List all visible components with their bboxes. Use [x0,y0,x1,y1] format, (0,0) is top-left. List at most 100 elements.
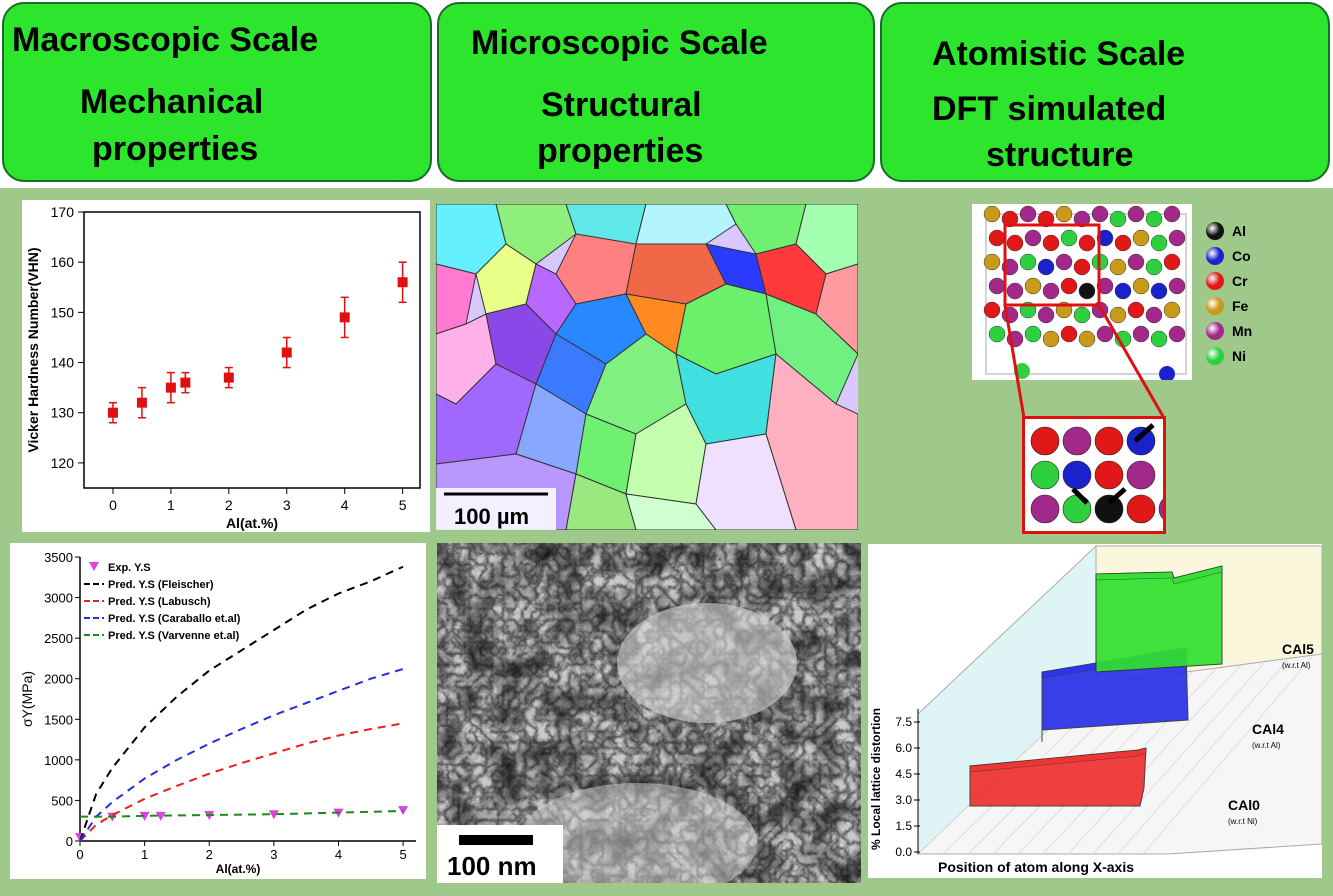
data-point [281,347,292,358]
zoomed-structure [1030,423,1188,524]
header-subtitle-line2: properties [92,130,259,168]
hardness-chart-panel: 120 130 140 150 160 170 0 1 2 3 4 5 Al(at.%) Vicker H… [22,200,430,532]
atom [1078,282,1096,300]
legend-label: Cr [1232,272,1248,289]
grid-line [1067,665,1241,855]
yield-strength-chart-panel: 0 500 1000 1500 2000 2500 3000 3500 0 1 2 3 4 5 Al(at.… [10,543,426,879]
data-point [180,377,191,388]
atom [1006,282,1024,300]
y-tick-label: 170 [51,204,75,220]
atom [1168,229,1186,247]
legend-item: Co [1206,243,1286,268]
tem-scalebar-label: 100 nm [447,851,537,881]
atom [1037,258,1055,276]
grid-line [1142,656,1313,855]
atom [1001,258,1019,276]
x-tick-label: 1 [167,497,175,513]
series-sublabel: (w.r.t Al) [1282,661,1311,670]
series-sublabel: (w.r.t Ni) [1228,817,1258,826]
atom [1163,301,1181,319]
y-tick-label: 2000 [44,672,73,687]
grid-line [1092,662,1265,855]
y-tick-label: 150 [51,304,75,320]
supercell-structure [983,205,1187,382]
x-tick-label: 5 [399,497,407,513]
atom [1094,460,1124,490]
y-tick-label: 3000 [44,591,73,606]
legend-item: Mn [1206,318,1286,343]
y-tick-label: 160 [51,254,75,270]
ebsd-micrograph: 100 µm [435,203,859,531]
exp-point [155,811,166,821]
data-point [397,277,408,288]
legend-swatch [89,562,99,571]
atom-swatch-icon [1206,321,1224,340]
atom [1114,282,1132,300]
atom [1073,306,1091,324]
exp-point [268,810,279,820]
y-tick-label: 7.5 [895,715,912,729]
legend-item: Cr [1206,268,1286,293]
y-tick-label: 1500 [44,712,73,727]
atom [1163,205,1181,223]
header-subtitle-line2: properties [537,132,704,170]
atom [983,301,1001,319]
atom [983,253,1001,271]
legend-label: Al [1232,222,1246,239]
data-point [165,382,176,393]
atom [1096,325,1114,343]
atom [1060,325,1078,343]
legend-label: Ni [1232,347,1246,364]
y-tick-label: 2500 [44,631,73,646]
x-tick-label: 5 [399,847,406,862]
y-tick-label: 0.0 [895,845,912,859]
series-line [79,565,404,842]
atom [1109,258,1127,276]
distortion-slab-top [969,747,1147,773]
atom [1127,253,1145,271]
atom [1019,253,1037,271]
atom [1060,277,1078,295]
atom [1145,306,1163,324]
legend-label: Exp. Y.S [108,562,151,574]
series-line [79,668,404,842]
exp-point [139,811,150,821]
grid-line [1117,659,1289,855]
atom [1042,330,1060,348]
atom [1150,234,1168,252]
y-axis-label: % Local lattice distortion [869,708,883,850]
x-tick-label: 0 [109,497,117,513]
atom [988,229,1006,247]
atom [1150,282,1168,300]
atom [1055,301,1073,319]
yield-strength-chart: 0 500 1000 1500 2000 2500 3000 3500 0 1 2 3 4 5 Al(at.… [19,550,416,876]
atom [1114,330,1132,348]
hardness-chart: 120 130 140 150 160 170 0 1 2 3 4 5 Al(at.%) Vicker H… [25,204,421,531]
header-subtitle-line1: Structural [541,86,702,124]
ebsd-scalebar-label: 100 µm [454,504,530,529]
atom [1168,325,1186,343]
atom [1094,426,1124,456]
atom-swatch-icon [1206,221,1224,240]
tem-image [437,543,861,883]
x-tick-label: 4 [341,497,349,513]
legend-label: Pred. Y.S (Varvenne et.al) [108,630,240,642]
y-tick-label: 130 [51,405,75,421]
atom [1109,306,1127,324]
legend-label: Fe [1232,297,1249,314]
lattice-distortion-chart-panel: 0.0 1.5 3.0 4.5 6.0 7.5 % Local lattice distor… [868,544,1323,878]
atom [1126,460,1156,490]
header-macroscopic: Macroscopic Scale Mechanical properties [2,2,432,182]
y-tick-label: 4.5 [895,767,912,781]
atom [1006,234,1024,252]
atom [1096,277,1114,295]
header-subtitle-line1: DFT simulated [932,90,1167,128]
atom [1001,210,1019,228]
atom [1042,282,1060,300]
atom-swatch-icon [1206,271,1224,290]
atom-swatch-icon [1206,246,1224,265]
atom [1024,229,1042,247]
x-tick-label: 3 [283,497,291,513]
y-tick-label: 120 [51,455,75,471]
atom [1114,234,1132,252]
